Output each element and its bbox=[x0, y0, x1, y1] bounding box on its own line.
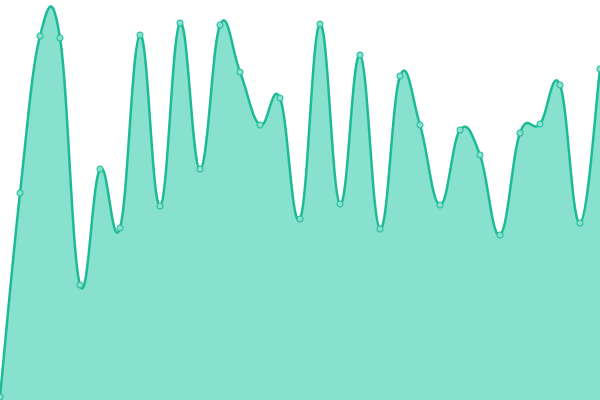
point bbox=[176, 19, 184, 27]
point bbox=[76, 281, 84, 289]
point bbox=[116, 224, 124, 232]
point bbox=[56, 34, 64, 42]
point bbox=[536, 120, 544, 128]
line bbox=[0, 5, 600, 398]
point bbox=[216, 21, 224, 29]
point bbox=[416, 121, 424, 129]
point bbox=[336, 200, 344, 208]
point bbox=[0, 393, 4, 400]
point bbox=[376, 225, 384, 233]
point bbox=[156, 202, 164, 210]
point bbox=[16, 189, 24, 197]
point bbox=[196, 165, 204, 173]
point bbox=[316, 20, 324, 28]
point bbox=[136, 31, 144, 39]
point bbox=[496, 231, 504, 239]
point bbox=[576, 219, 584, 227]
point bbox=[396, 72, 404, 80]
point bbox=[556, 81, 564, 89]
point bbox=[356, 51, 364, 59]
point bbox=[236, 68, 244, 76]
point bbox=[596, 65, 600, 73]
point bbox=[276, 94, 284, 102]
point bbox=[296, 215, 304, 223]
point bbox=[516, 129, 524, 137]
point bbox=[96, 165, 104, 173]
point bbox=[256, 121, 264, 129]
point bbox=[476, 151, 484, 159]
point bbox=[36, 32, 44, 40]
point bbox=[436, 201, 444, 209]
point bbox=[456, 126, 464, 134]
area-fill bbox=[0, 6, 600, 400]
